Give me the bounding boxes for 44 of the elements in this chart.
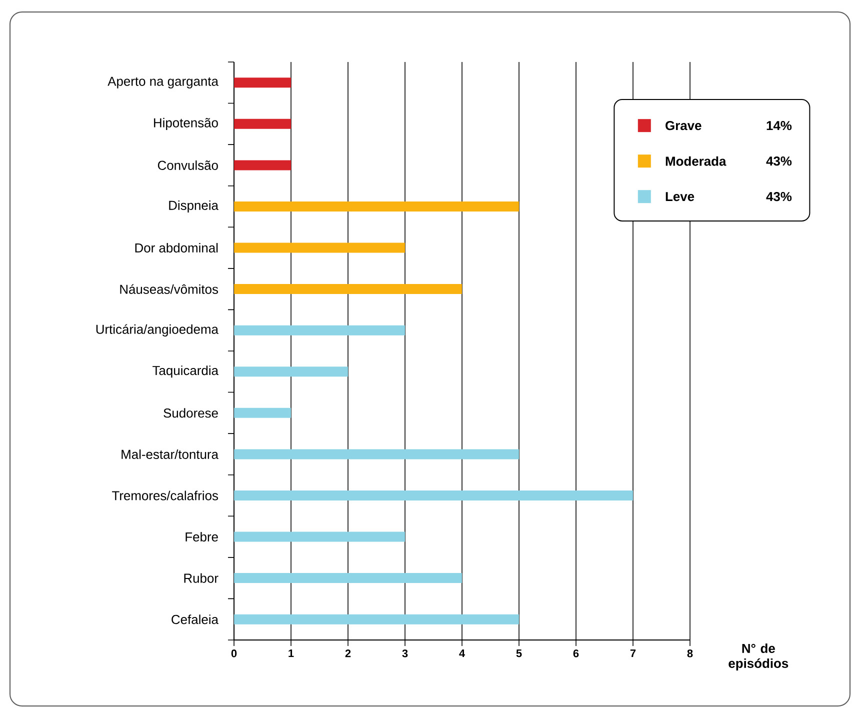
bar: [234, 490, 634, 500]
y-tick-label: Urticária/angioedema: [96, 324, 218, 336]
bar: [234, 284, 462, 294]
x-tick-label: 7: [630, 650, 636, 658]
x-tick-label: 8: [687, 650, 693, 658]
bar: [234, 242, 406, 253]
bar: [234, 449, 520, 460]
y-tick-label: Convulsão: [158, 160, 218, 170]
y-tick-label: Taquicardia: [152, 366, 218, 378]
bar: [234, 118, 292, 129]
x-tick-label: 3: [402, 650, 408, 658]
y-tick-label: Dispneia: [169, 200, 218, 213]
x-axis-title: N° de episódios: [728, 644, 788, 671]
bar: [234, 532, 406, 542]
y-tick-label: Rubor: [184, 573, 218, 583]
y-tick-label: Náuseas/vômitos: [120, 284, 218, 294]
y-tick-label: Mal-estar/tontura: [122, 449, 218, 459]
bar: [234, 573, 462, 584]
x-tick-label: 5: [516, 650, 522, 658]
y-tick-label: Sudorese: [164, 408, 218, 418]
bar: [234, 201, 520, 212]
bar: [234, 614, 520, 624]
legend-label: Grave: [666, 120, 702, 130]
x-tick-label: 1: [288, 650, 294, 658]
bar: [234, 408, 292, 418]
x-tick-label: 4: [459, 650, 465, 658]
y-tick-label: Hipotensão: [154, 118, 218, 130]
bar: [234, 160, 292, 170]
y-tick-label: Aperto na garganta: [108, 76, 218, 88]
bar: [234, 366, 348, 377]
legend-label: Leve: [666, 192, 694, 202]
legend-label: Moderada: [666, 156, 726, 166]
x-tick-label: 0: [231, 650, 237, 658]
bar: [234, 325, 406, 336]
x-tick-label: 6: [573, 650, 579, 658]
text: 43%: [766, 192, 792, 202]
y-tick-label: Cefaleia: [172, 614, 218, 624]
text: 14%: [766, 121, 792, 130]
x-tick-label: 2: [345, 650, 351, 658]
text: 43%: [766, 156, 792, 166]
y-tick-label: Febre: [186, 532, 218, 542]
y-tick-label: Dor abdominal: [135, 243, 218, 253]
y-tick-label: Tremores/calafrios: [112, 490, 218, 500]
bar: [234, 78, 292, 88]
